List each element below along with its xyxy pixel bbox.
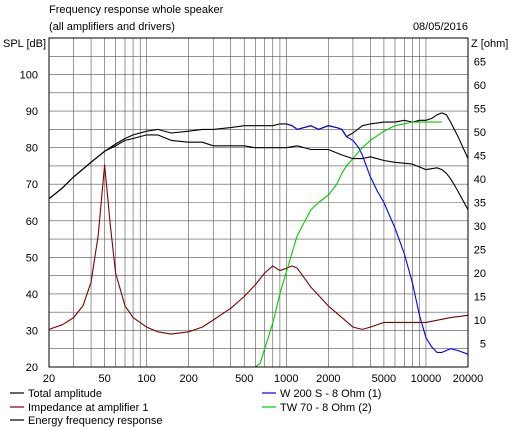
legend-label: TW 70 - 8 Ohm (2)	[280, 402, 372, 414]
y2-tick-label: 50	[474, 127, 486, 139]
y2-tick-label: 15	[474, 292, 486, 304]
x-tick-label: 2000	[316, 373, 340, 385]
chart-title: Frequency response whole speaker	[49, 4, 224, 16]
y2-tick-label: 10	[474, 315, 486, 327]
x-tick-label: 100	[137, 373, 155, 385]
y2-tick-label: 20	[474, 268, 486, 280]
y-tick-label: 30	[26, 325, 38, 337]
y2-tick-label: 65	[474, 57, 486, 69]
x-tick-label: 20	[43, 373, 55, 385]
y-tick-label: 100	[20, 70, 38, 82]
y-tick-label: 80	[26, 143, 38, 155]
series-lines	[48, 112, 469, 368]
y-tick-label: 20	[26, 362, 38, 374]
x-tick-label: 1000	[274, 373, 298, 385]
series-line-5	[48, 134, 469, 211]
series-line-4	[49, 121, 442, 368]
grid-lines	[48, 38, 469, 367]
x-tick-label: 50	[98, 373, 110, 385]
plot-frame	[48, 37, 469, 368]
chart-subtitle: (all amplifiers and drivers)	[49, 21, 175, 33]
y2-tick-label: 45	[474, 151, 486, 163]
y2-tick-label: 60	[474, 80, 486, 92]
y2-tick-label: 30	[474, 221, 486, 233]
y2-tick-label: 40	[474, 174, 486, 186]
y2-tick-label: 55	[474, 104, 486, 116]
y-tick-label: 40	[26, 289, 38, 301]
y-tick-label: 90	[26, 106, 38, 118]
y-axis-label: SPL [dB]	[3, 38, 46, 50]
chart-date: 08/05/2016	[413, 21, 468, 33]
x-tick-label: 20000	[453, 373, 484, 385]
x-tick-label: 5000	[372, 373, 396, 385]
y2-tick-label: 5	[480, 339, 486, 351]
x-tick-label: 10000	[411, 373, 442, 385]
y2-tick-label: 25	[474, 245, 486, 257]
tick-labels: 20 50 100 200 500 1000 2000 5000 10000 20000 20 30 4…	[20, 57, 486, 386]
series-line-3	[48, 164, 469, 335]
legend-label: Total amplitude	[28, 388, 102, 400]
x-tick-label: 200	[179, 373, 197, 385]
y-tick-label: 60	[26, 216, 38, 228]
legend-label: Energy frequency response	[28, 415, 163, 427]
legend-label: Impedance at amplifier 1	[28, 402, 148, 414]
series-line-2	[286, 123, 469, 355]
x-tick-label: 500	[235, 373, 253, 385]
y-tick-label: 50	[26, 252, 38, 264]
legend-label: W 200 S - 8 Ohm (1)	[280, 388, 381, 400]
y-tick-label: 70	[26, 179, 38, 191]
y2-axis-label: Z [ohm]	[471, 38, 508, 50]
y2-tick-label: 35	[474, 198, 486, 210]
legend: Total amplitude W 200 S - 8 Ohm (1) Impeda…	[10, 388, 381, 427]
